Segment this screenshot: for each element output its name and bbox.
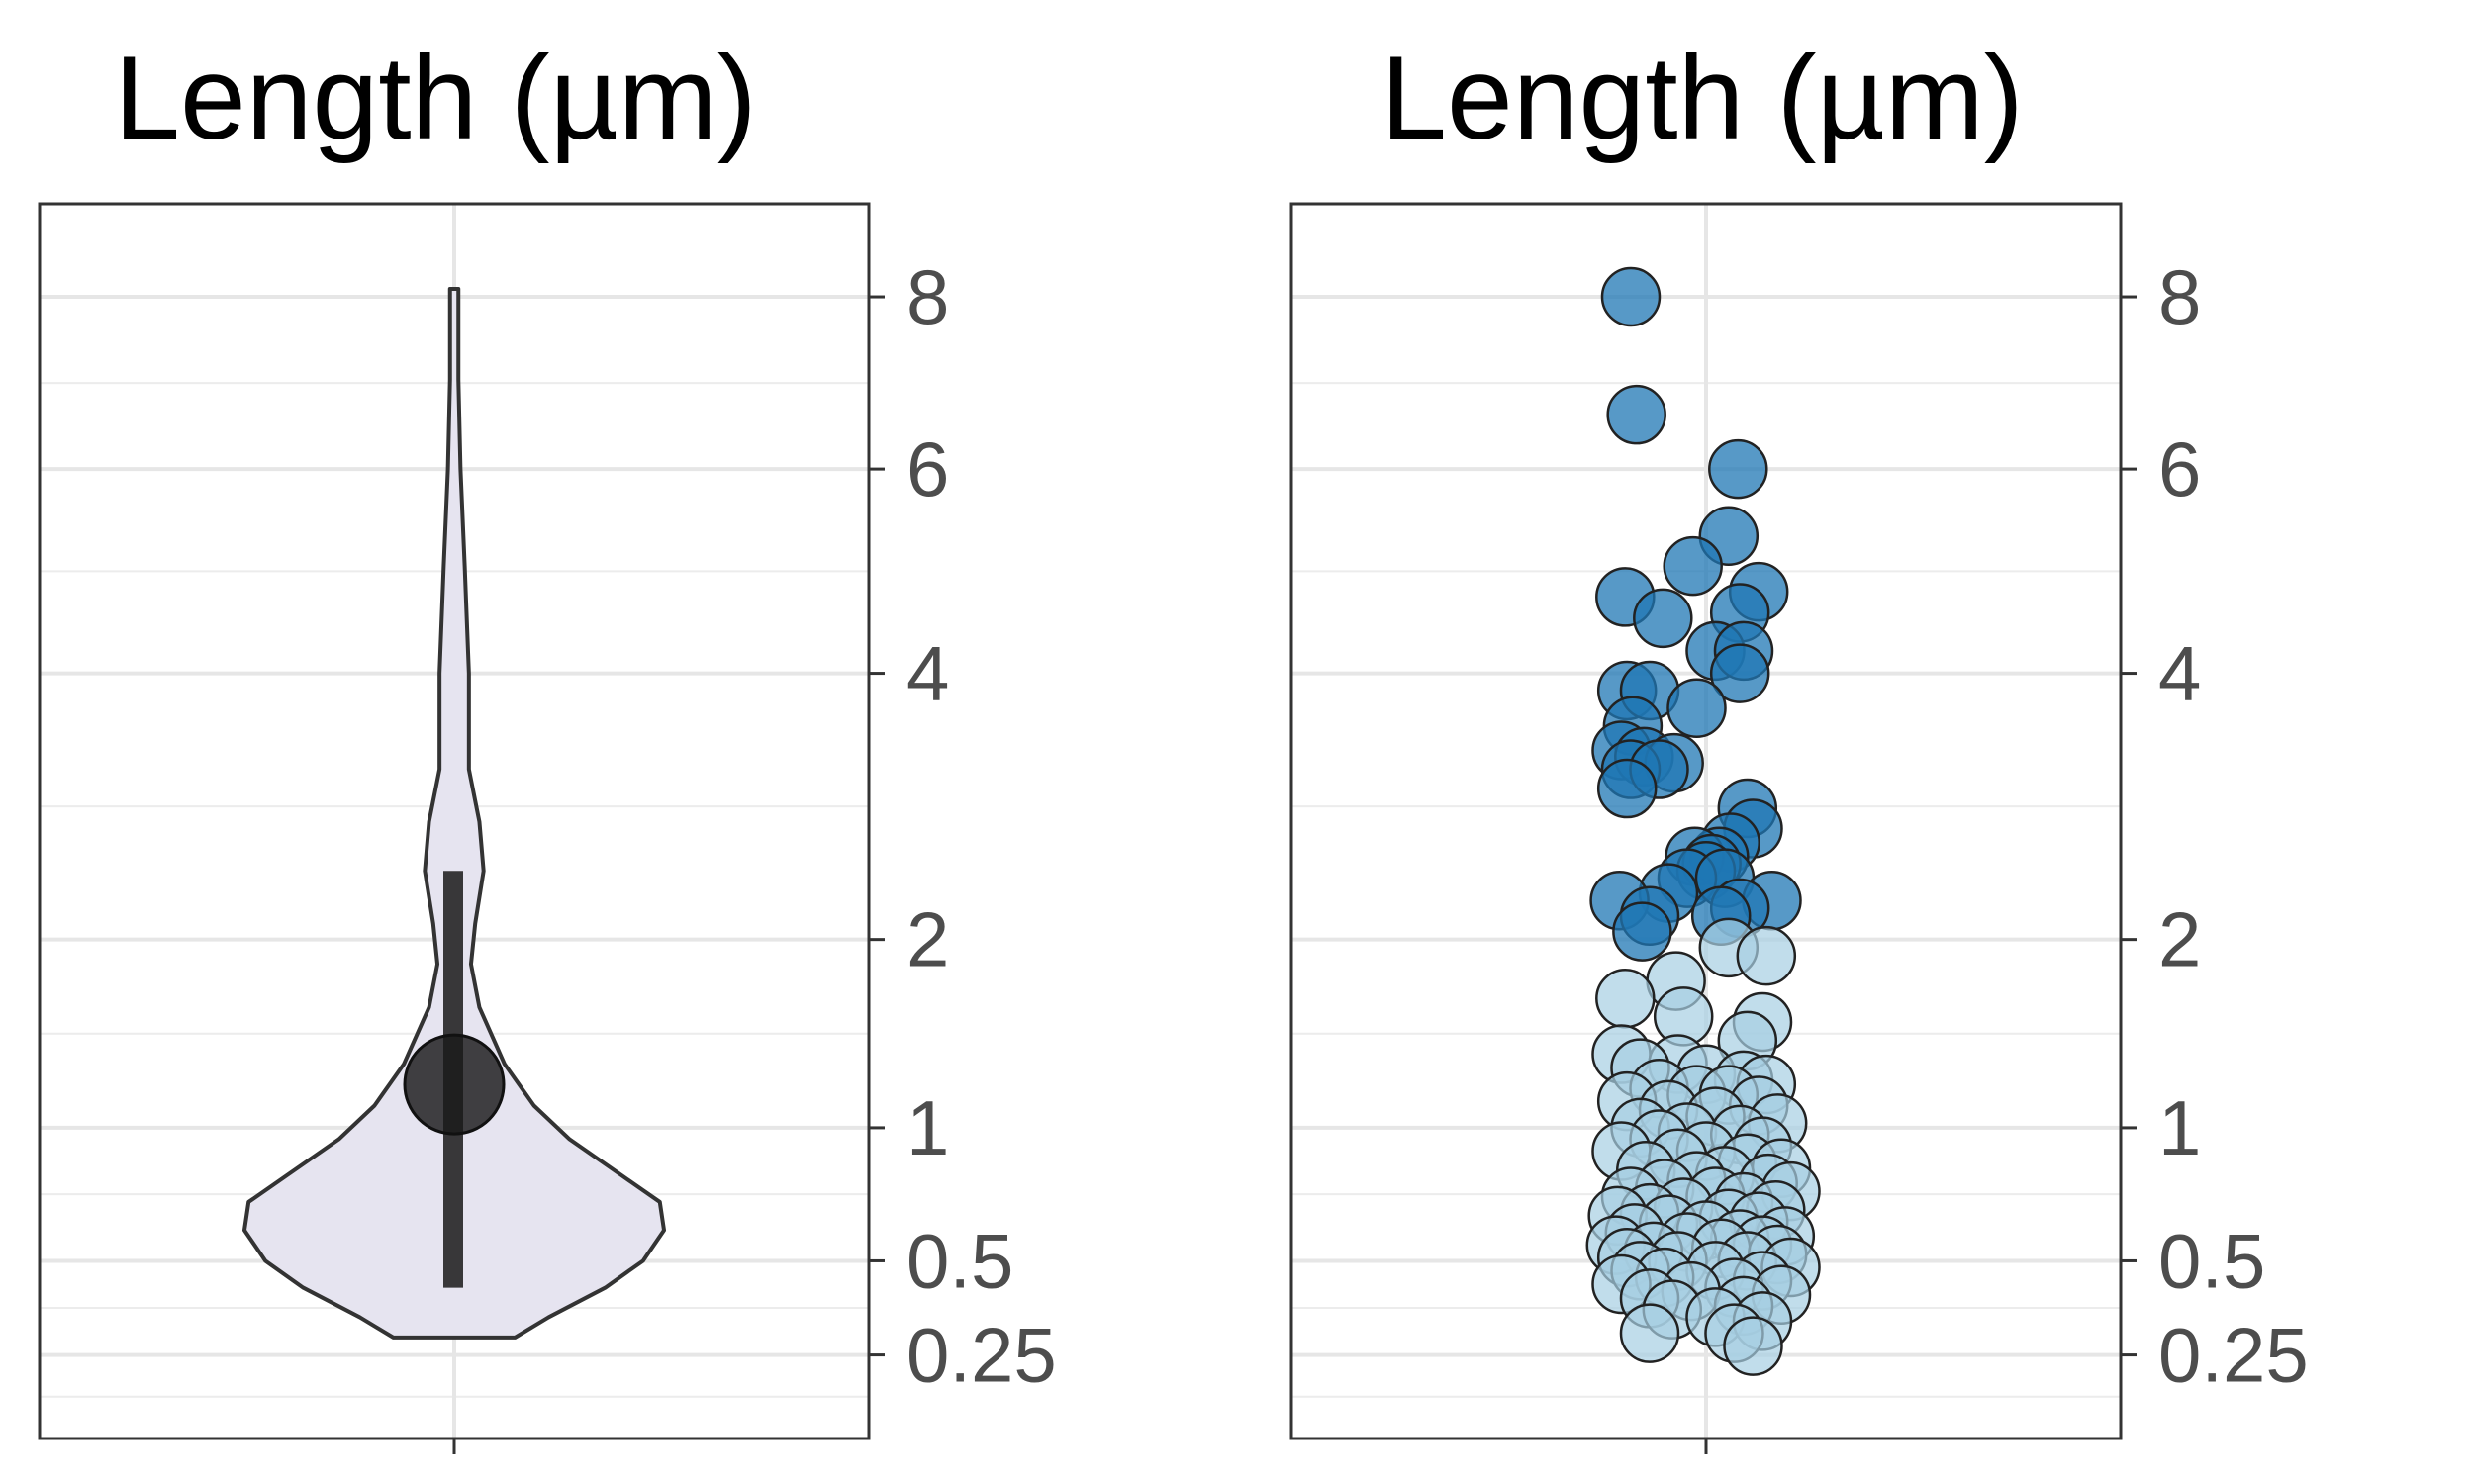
violin-panel-border xyxy=(38,202,871,1440)
violin-shape xyxy=(242,286,666,1340)
y-tick-label: 4 xyxy=(2158,630,2201,717)
y-tick-label: 2 xyxy=(2158,896,2201,983)
violin-chart-title: Length (µm) xyxy=(114,32,756,164)
y-tick-label: 1 xyxy=(2158,1084,2201,1171)
scatter-point xyxy=(1600,266,1662,327)
y-tick-label: 0.5 xyxy=(906,1217,1013,1304)
mean-point xyxy=(403,1033,506,1136)
scatter-point xyxy=(1619,1303,1680,1363)
scatter-point xyxy=(1612,901,1672,962)
scatter-point xyxy=(1606,384,1666,445)
violin-panel: Length (µm) 0.250.5 1 2 4 6 8 xyxy=(38,32,1057,1454)
y-tick-label: 6 xyxy=(2158,425,2201,512)
y-tick-label: 6 xyxy=(906,425,949,512)
y-tick-label: 8 xyxy=(906,253,949,340)
scatter-point xyxy=(1709,643,1770,703)
scatter-panel: Length (µm) 0.250.5 1 2 4 6 8 xyxy=(1289,32,2309,1454)
scatter-point xyxy=(1666,678,1727,738)
y-tick-label: 1 xyxy=(906,1084,949,1171)
y-tick-label: 4 xyxy=(906,630,949,717)
scatter-point xyxy=(1596,758,1658,819)
scatter-point xyxy=(1595,968,1656,1029)
scatter-point xyxy=(1633,588,1693,649)
violin-y-axis: 0.250.5 1 2 4 6 8 xyxy=(452,253,1057,1454)
scatter-panel-border xyxy=(1289,202,2123,1440)
y-tick-label: 0.5 xyxy=(2158,1217,2265,1304)
scatter-point xyxy=(1663,535,1723,597)
y-tick-label: 0.25 xyxy=(2158,1312,2309,1399)
scatter-y-axis: 0.250.5 1 2 4 6 8 xyxy=(1704,253,2309,1454)
y-tick-label: 8 xyxy=(2158,253,2201,340)
violin-marks xyxy=(242,286,666,1340)
y-tick-label: 0.25 xyxy=(906,1312,1057,1399)
scatter-point xyxy=(1708,438,1768,500)
scatter-point xyxy=(1723,1316,1783,1376)
scatter-point xyxy=(1736,925,1797,986)
y-tick-label: 2 xyxy=(906,896,949,983)
scatter-marks xyxy=(1585,266,1821,1376)
scatter-chart-title: Length (µm) xyxy=(1380,32,2023,164)
